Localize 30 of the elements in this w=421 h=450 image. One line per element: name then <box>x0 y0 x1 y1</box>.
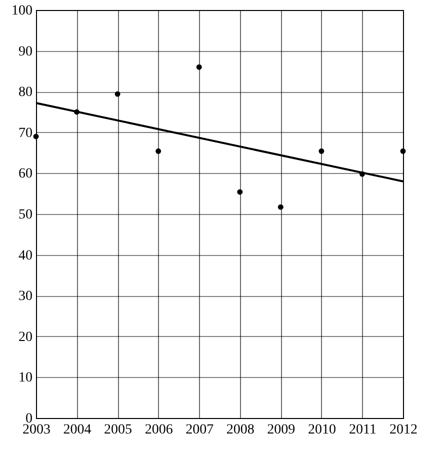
point <box>33 134 39 140</box>
y-tick-label: 50 <box>18 208 32 222</box>
point <box>237 189 243 195</box>
y-tick-label: 90 <box>18 44 32 60</box>
x-tick-label: 2012 <box>390 422 418 438</box>
y-tick-label: 10 <box>18 370 32 386</box>
y-tick-label: 70 <box>18 126 32 141</box>
x-tick-label: 2003 <box>22 422 50 438</box>
x-tick-label: 2009 <box>267 422 296 438</box>
y-tick-label: 100 <box>12 4 32 18</box>
x-tick-label: 2005 <box>104 422 132 438</box>
x-tick-label: 2010 <box>308 422 336 438</box>
x-tick-label: 2006 <box>144 422 173 438</box>
point <box>74 109 80 115</box>
x-tick-label: 2011 <box>348 422 376 438</box>
y-tick-label: 20 <box>18 330 32 345</box>
y-tick-label: 30 <box>18 289 32 304</box>
x-tick-label: 2007 <box>186 422 214 438</box>
point <box>318 148 324 154</box>
point <box>196 64 202 70</box>
point <box>359 171 365 177</box>
point <box>400 148 406 154</box>
y-tick-label: 40 <box>18 248 32 264</box>
x-tick-label: 2004 <box>63 422 92 438</box>
x-tick-label: 2008 <box>226 422 254 438</box>
point <box>278 204 284 210</box>
y-tick-label: 60 <box>18 166 32 182</box>
point <box>156 148 162 154</box>
y-tick-label: 80 <box>18 85 32 100</box>
point <box>114 91 120 97</box>
